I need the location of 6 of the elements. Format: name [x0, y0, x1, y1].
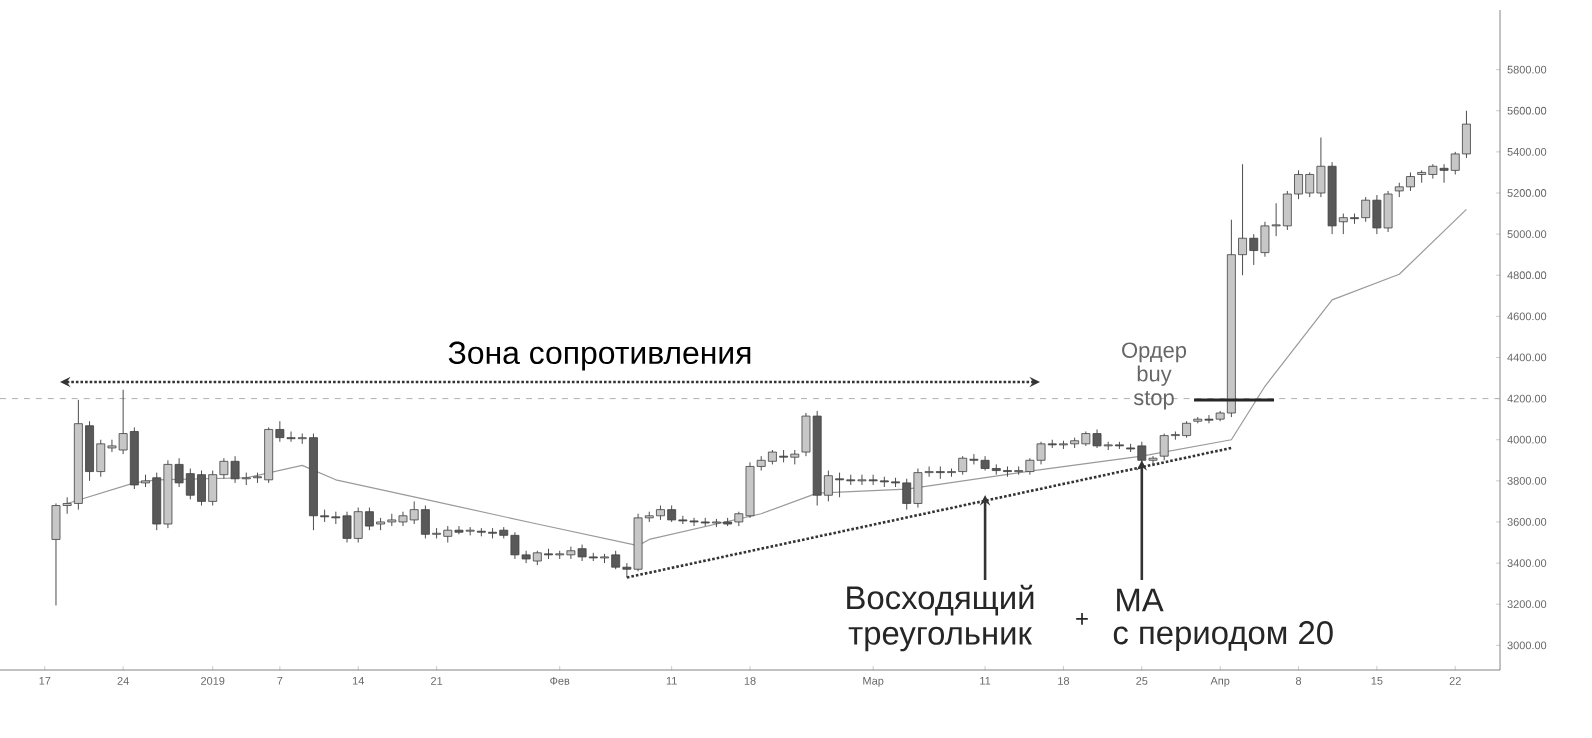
annotation: Ордер buy stop [1122, 342, 1187, 410]
annotation: с периодом 20 [1113, 621, 1333, 651]
annotation: Восходящий треугольник [847, 584, 1034, 652]
annotation: + [1076, 613, 1088, 625]
annotation: Зона сопротивления [448, 341, 751, 371]
annotation: MA [1117, 588, 1164, 612]
